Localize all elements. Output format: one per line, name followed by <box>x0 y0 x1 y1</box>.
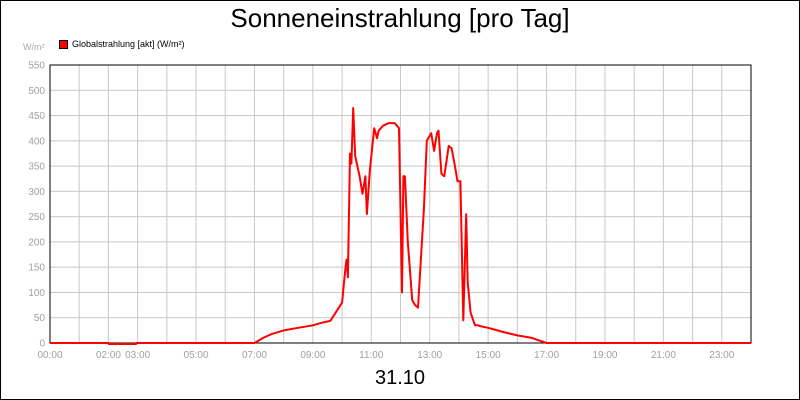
y-tick-label-0: 0 <box>39 339 45 350</box>
x-tick-label-0500: 05:00 <box>184 350 209 361</box>
y-tick-label-50: 50 <box>34 313 46 324</box>
legend-swatch-globalstrahlung <box>59 39 68 49</box>
x-tick-label-2300: 23:00 <box>709 350 734 361</box>
x-tick-label-2100: 21:00 <box>651 350 676 361</box>
x-tick-label-1100: 11:00 <box>359 350 384 361</box>
legend: Globalstrahlung [akt] (W/m²) <box>59 39 185 49</box>
x-tick-label-0000: 00:00 <box>37 350 62 361</box>
y-tick-label-550: 550 <box>28 61 45 72</box>
x-tick-label-1500: 15:00 <box>476 350 501 361</box>
chart-title: Sonneneinstrahlung [pro Tag] <box>230 3 570 33</box>
x-axis-label-date: 31.10 <box>374 367 426 389</box>
y-tick-label-450: 450 <box>28 111 45 122</box>
y-tick-label-100: 100 <box>28 288 45 299</box>
y-tick-label-150: 150 <box>28 263 45 274</box>
y-tick-label-250: 250 <box>28 212 45 223</box>
x-tick-label-0300: 03:00 <box>125 350 150 361</box>
x-tick-label-0200: 02:00 <box>96 350 121 361</box>
y-axis-unit: W/m² <box>23 42 45 52</box>
y-tick-label-350: 350 <box>28 162 45 173</box>
x-tick-label-1900: 19:00 <box>592 350 617 361</box>
y-tick-label-500: 500 <box>28 86 45 97</box>
x-tick-label-1700: 17:00 <box>534 350 559 361</box>
y-tick-label-300: 300 <box>28 187 45 198</box>
y-tick-label-200: 200 <box>28 237 45 248</box>
x-tick-label-0700: 07:00 <box>242 350 267 361</box>
plot-border <box>49 64 752 344</box>
x-tick-label-1300: 13:00 <box>417 350 442 361</box>
legend-label-globalstrahlung: Globalstrahlung [akt] (W/m²) <box>72 39 185 49</box>
y-tick-label-400: 400 <box>28 136 45 147</box>
x-tick-label-0900: 09:00 <box>300 350 325 361</box>
series-line-0 <box>50 107 751 345</box>
